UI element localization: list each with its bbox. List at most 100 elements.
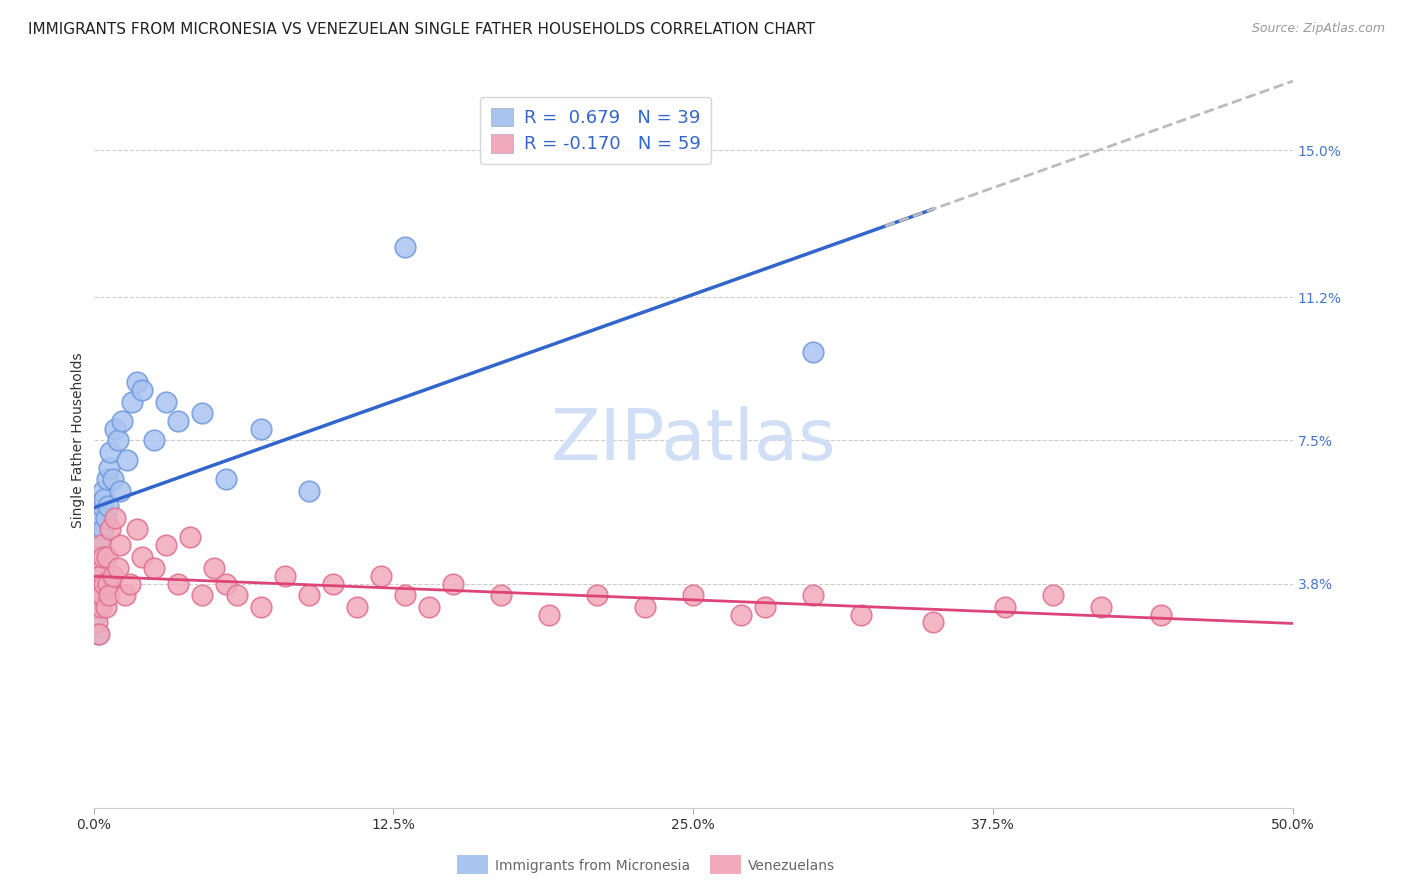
Point	[754, 599, 776, 614]
Legend: R =  0.679   N = 39, R = -0.170   N = 59: R = 0.679 N = 39, R = -0.170 N = 59	[481, 96, 711, 164]
Point	[111, 414, 134, 428]
Point	[93, 576, 115, 591]
Point	[730, 607, 752, 622]
Point	[97, 500, 120, 514]
Point	[115, 452, 138, 467]
Point	[190, 588, 212, 602]
Point	[86, 615, 108, 630]
Point	[801, 588, 824, 602]
Point	[91, 549, 114, 564]
Point	[274, 569, 297, 583]
Point	[441, 576, 464, 591]
Point	[94, 511, 117, 525]
Point	[202, 561, 225, 575]
Point	[142, 561, 165, 575]
Point	[226, 588, 249, 602]
Point	[98, 523, 121, 537]
Point	[538, 607, 561, 622]
Point	[298, 588, 321, 602]
Text: Venezuelans: Venezuelans	[748, 859, 835, 873]
Point	[418, 599, 440, 614]
Point	[179, 530, 201, 544]
Text: ZIPatlas: ZIPatlas	[550, 406, 837, 475]
Point	[108, 538, 131, 552]
Point	[87, 599, 110, 614]
Point	[801, 344, 824, 359]
Point	[125, 523, 148, 537]
Point	[90, 530, 112, 544]
Point	[1150, 607, 1173, 622]
Text: IMMIGRANTS FROM MICRONESIA VS VENEZUELAN SINGLE FATHER HOUSEHOLDS CORRELATION CH: IMMIGRANTS FROM MICRONESIA VS VENEZUELAN…	[28, 22, 815, 37]
Point	[89, 569, 111, 583]
Point	[90, 538, 112, 552]
Point	[1042, 588, 1064, 602]
Point	[682, 588, 704, 602]
Point	[586, 588, 609, 602]
Point	[87, 627, 110, 641]
Point	[98, 588, 121, 602]
Point	[394, 240, 416, 254]
Point	[84, 599, 107, 614]
Y-axis label: Single Father Households: Single Father Households	[72, 352, 86, 528]
Point	[994, 599, 1017, 614]
Point	[214, 576, 236, 591]
Point	[114, 588, 136, 602]
Point	[155, 538, 177, 552]
Point	[634, 599, 657, 614]
Point	[491, 588, 513, 602]
Point	[83, 576, 105, 591]
Point	[142, 434, 165, 448]
Point	[131, 383, 153, 397]
Point	[104, 422, 127, 436]
Point	[107, 561, 129, 575]
Point	[87, 576, 110, 591]
Point	[98, 460, 121, 475]
Point	[298, 483, 321, 498]
Point	[250, 599, 273, 614]
Point	[86, 549, 108, 564]
Point	[93, 491, 115, 506]
Point	[96, 472, 118, 486]
Point	[166, 414, 188, 428]
Point	[346, 599, 368, 614]
Point	[89, 584, 111, 599]
Point	[87, 561, 110, 575]
Point	[155, 394, 177, 409]
Point	[101, 569, 124, 583]
Point	[108, 483, 131, 498]
Point	[86, 576, 108, 591]
Point	[118, 576, 141, 591]
Point	[86, 588, 108, 602]
Point	[922, 615, 945, 630]
Point	[91, 588, 114, 602]
Point	[84, 607, 107, 622]
Point	[96, 549, 118, 564]
Point	[97, 576, 120, 591]
Point	[90, 599, 112, 614]
Point	[322, 576, 344, 591]
Point	[370, 569, 392, 583]
Point	[89, 511, 111, 525]
Point	[250, 422, 273, 436]
Point	[104, 511, 127, 525]
Point	[91, 500, 114, 514]
Text: Immigrants from Micronesia: Immigrants from Micronesia	[495, 859, 690, 873]
Point	[125, 376, 148, 390]
Point	[89, 588, 111, 602]
Point	[83, 588, 105, 602]
Point	[101, 472, 124, 486]
Point	[394, 588, 416, 602]
Point	[87, 561, 110, 575]
Point	[1090, 599, 1112, 614]
Point	[94, 599, 117, 614]
Point	[87, 627, 110, 641]
Point	[98, 445, 121, 459]
Point	[121, 394, 143, 409]
Point	[91, 483, 114, 498]
Point	[84, 549, 107, 564]
Point	[91, 523, 114, 537]
Point	[84, 569, 107, 583]
Point	[849, 607, 872, 622]
Point	[190, 406, 212, 420]
Point	[214, 472, 236, 486]
